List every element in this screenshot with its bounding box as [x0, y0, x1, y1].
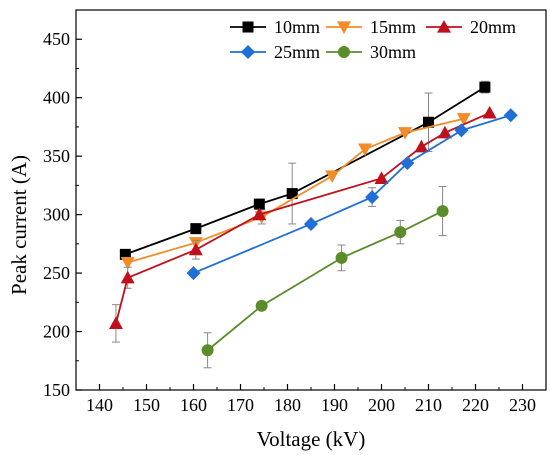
- series-line-30mm: [207, 210, 444, 351]
- legend: 10mm 15mm 20mm 25mm 30mm: [230, 17, 516, 62]
- x-axis-label: Voltage (kV): [257, 427, 366, 451]
- data-point-15mm: [358, 143, 373, 157]
- x-tick-label: 200: [368, 395, 395, 415]
- data-point-15mm: [325, 170, 340, 184]
- data-point-15mm: [456, 113, 471, 126]
- y-tick-label: 350: [43, 146, 70, 166]
- y-tick-label: 200: [43, 322, 70, 342]
- x-tick-label: 230: [509, 395, 536, 415]
- x-tick-label: 190: [321, 395, 348, 415]
- data-point-25mm: [304, 216, 318, 231]
- y-tick-label: 300: [43, 205, 70, 225]
- series-20mm: [108, 105, 497, 343]
- data-point-10mm: [253, 198, 265, 210]
- data-point-25mm: [186, 266, 201, 281]
- data-point-25mm: [503, 108, 518, 123]
- x-tick-label: 140: [86, 395, 113, 415]
- data-point-20mm: [414, 139, 429, 153]
- data-point-20mm: [120, 270, 135, 284]
- data-point-10mm: [479, 81, 491, 93]
- series-25mm: [186, 108, 518, 281]
- data-point-20mm: [374, 171, 389, 184]
- data-point-25mm: [400, 156, 415, 171]
- legend-marker: [337, 21, 351, 34]
- x-tick-label: 170: [227, 395, 254, 415]
- data-point-20mm: [188, 242, 203, 256]
- legend-marker: [437, 20, 451, 33]
- data-point-10mm: [286, 188, 298, 200]
- series-layer: [108, 80, 518, 369]
- data-point-10mm: [119, 248, 131, 260]
- data-point-10mm: [190, 223, 202, 235]
- y-axis-label: Peak current (A): [7, 155, 31, 295]
- legend-item-15mm: 15mm: [326, 17, 416, 37]
- legend-item-10mm: 10mm: [230, 17, 320, 37]
- x-tick-label: 180: [274, 395, 301, 415]
- series-10mm: [119, 80, 491, 260]
- data-point-15mm: [120, 256, 135, 270]
- x-tick-label: 210: [415, 395, 442, 415]
- series-30mm: [201, 186, 449, 369]
- x-tick-label: 150: [133, 395, 160, 415]
- legend-label: 20mm: [470, 17, 516, 37]
- data-point-10mm: [423, 116, 434, 128]
- series-line-20mm: [115, 112, 490, 324]
- legend-item-30mm: 30mm: [326, 42, 416, 62]
- data-point-15mm: [398, 127, 412, 140]
- x-tick-label: 160: [180, 395, 207, 415]
- legend-marker: [242, 21, 254, 33]
- data-point-30mm: [436, 205, 449, 218]
- data-point-30mm: [335, 251, 348, 264]
- legend-label: 15mm: [370, 17, 416, 37]
- legend-item-20mm: 20mm: [426, 17, 516, 37]
- series-line-10mm: [125, 86, 486, 256]
- data-point-20mm: [482, 105, 497, 119]
- data-point-30mm: [255, 299, 268, 312]
- y-tick-label: 400: [43, 88, 70, 108]
- y-tick-label: 450: [43, 29, 70, 49]
- y-tick-label: 250: [43, 263, 70, 283]
- data-point-20mm: [252, 207, 267, 221]
- data-point-25mm: [365, 190, 380, 205]
- series-line-25mm: [193, 114, 512, 274]
- legend-marker: [338, 46, 350, 58]
- axes-layer: 140 150 160 170 180 190 200 210 220 230 150 200 250 3…: [43, 9, 547, 415]
- data-point-30mm: [201, 344, 214, 357]
- legend-label: 30mm: [370, 42, 416, 62]
- data-point-30mm: [394, 226, 407, 239]
- data-point-25mm: [454, 123, 469, 138]
- data-point-20mm: [437, 125, 452, 139]
- x-tick-label: 220: [462, 395, 489, 415]
- legend-marker: [241, 45, 255, 59]
- legend-item-25mm: 25mm: [230, 42, 320, 62]
- data-point-20mm: [108, 316, 123, 329]
- legend-label: 25mm: [274, 42, 320, 62]
- legend-label: 10mm: [274, 17, 320, 37]
- y-tick-label: 150: [43, 380, 70, 400]
